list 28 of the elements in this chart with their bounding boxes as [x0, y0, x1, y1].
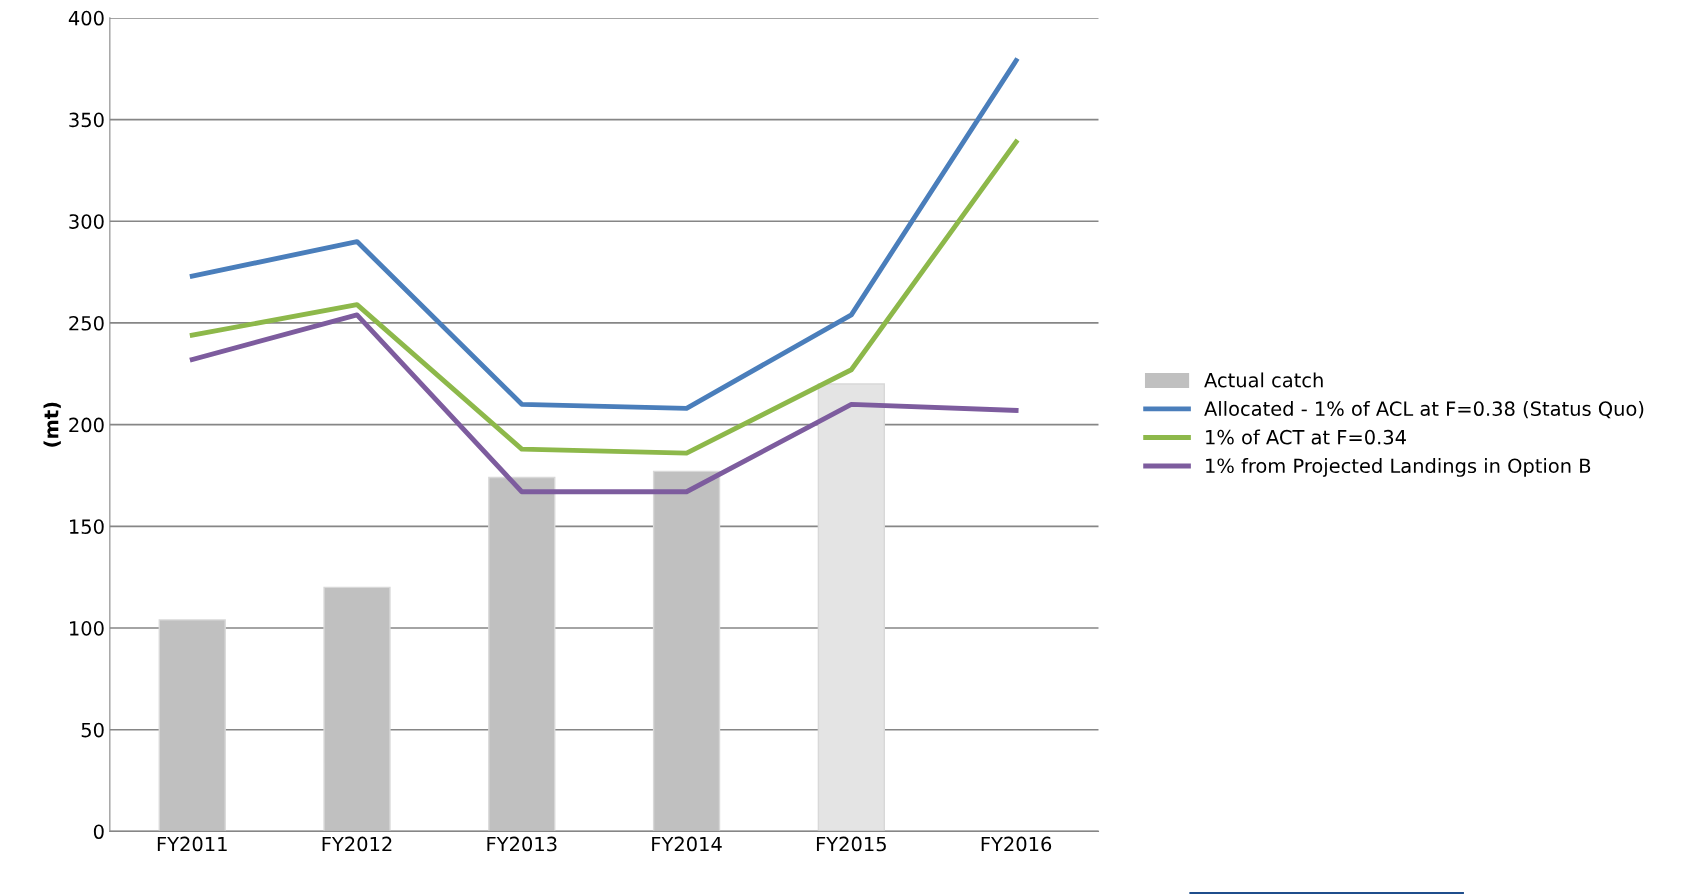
line-series	[189, 139, 1019, 456]
bar	[323, 586, 391, 832]
y-axis-title: (mt)	[43, 402, 61, 447]
x-tick-label: FY2014	[652, 836, 722, 852]
legend-label: 1% of ACT at F=0.34	[1206, 429, 1406, 445]
y-tick-label: 250	[69, 315, 104, 331]
y-tick-label: 50	[81, 722, 104, 738]
x-tick-label: FY2015	[816, 836, 886, 852]
x-tick-label: FY2016	[981, 836, 1052, 852]
bar	[488, 476, 556, 832]
line-series	[189, 312, 1019, 495]
y-tick-label: 300	[69, 214, 104, 229]
bar	[817, 383, 885, 832]
x-tick-label: FY2012	[322, 836, 392, 852]
line-series	[189, 58, 1019, 411]
legend-label: Allocated - 1% of ACL at F=0.38 (Status Quo)	[1204, 400, 1644, 419]
x-tick-label: FY2011	[157, 836, 227, 852]
bar	[158, 619, 226, 832]
y-tick-label: 100	[70, 620, 104, 636]
legend-label: 1% from Projected Landings in Option B	[1206, 458, 1591, 477]
x-tick-label: FY2013	[487, 836, 557, 852]
y-tick-label: 0	[93, 824, 104, 840]
y-tick-label: 400	[68, 10, 104, 26]
bar	[652, 470, 721, 832]
y-tick-label: 200	[69, 417, 104, 433]
y-tick-label: 150	[70, 519, 104, 535]
y-tick-label: 350	[69, 112, 104, 128]
legend-label: Actual catch	[1204, 372, 1323, 388]
